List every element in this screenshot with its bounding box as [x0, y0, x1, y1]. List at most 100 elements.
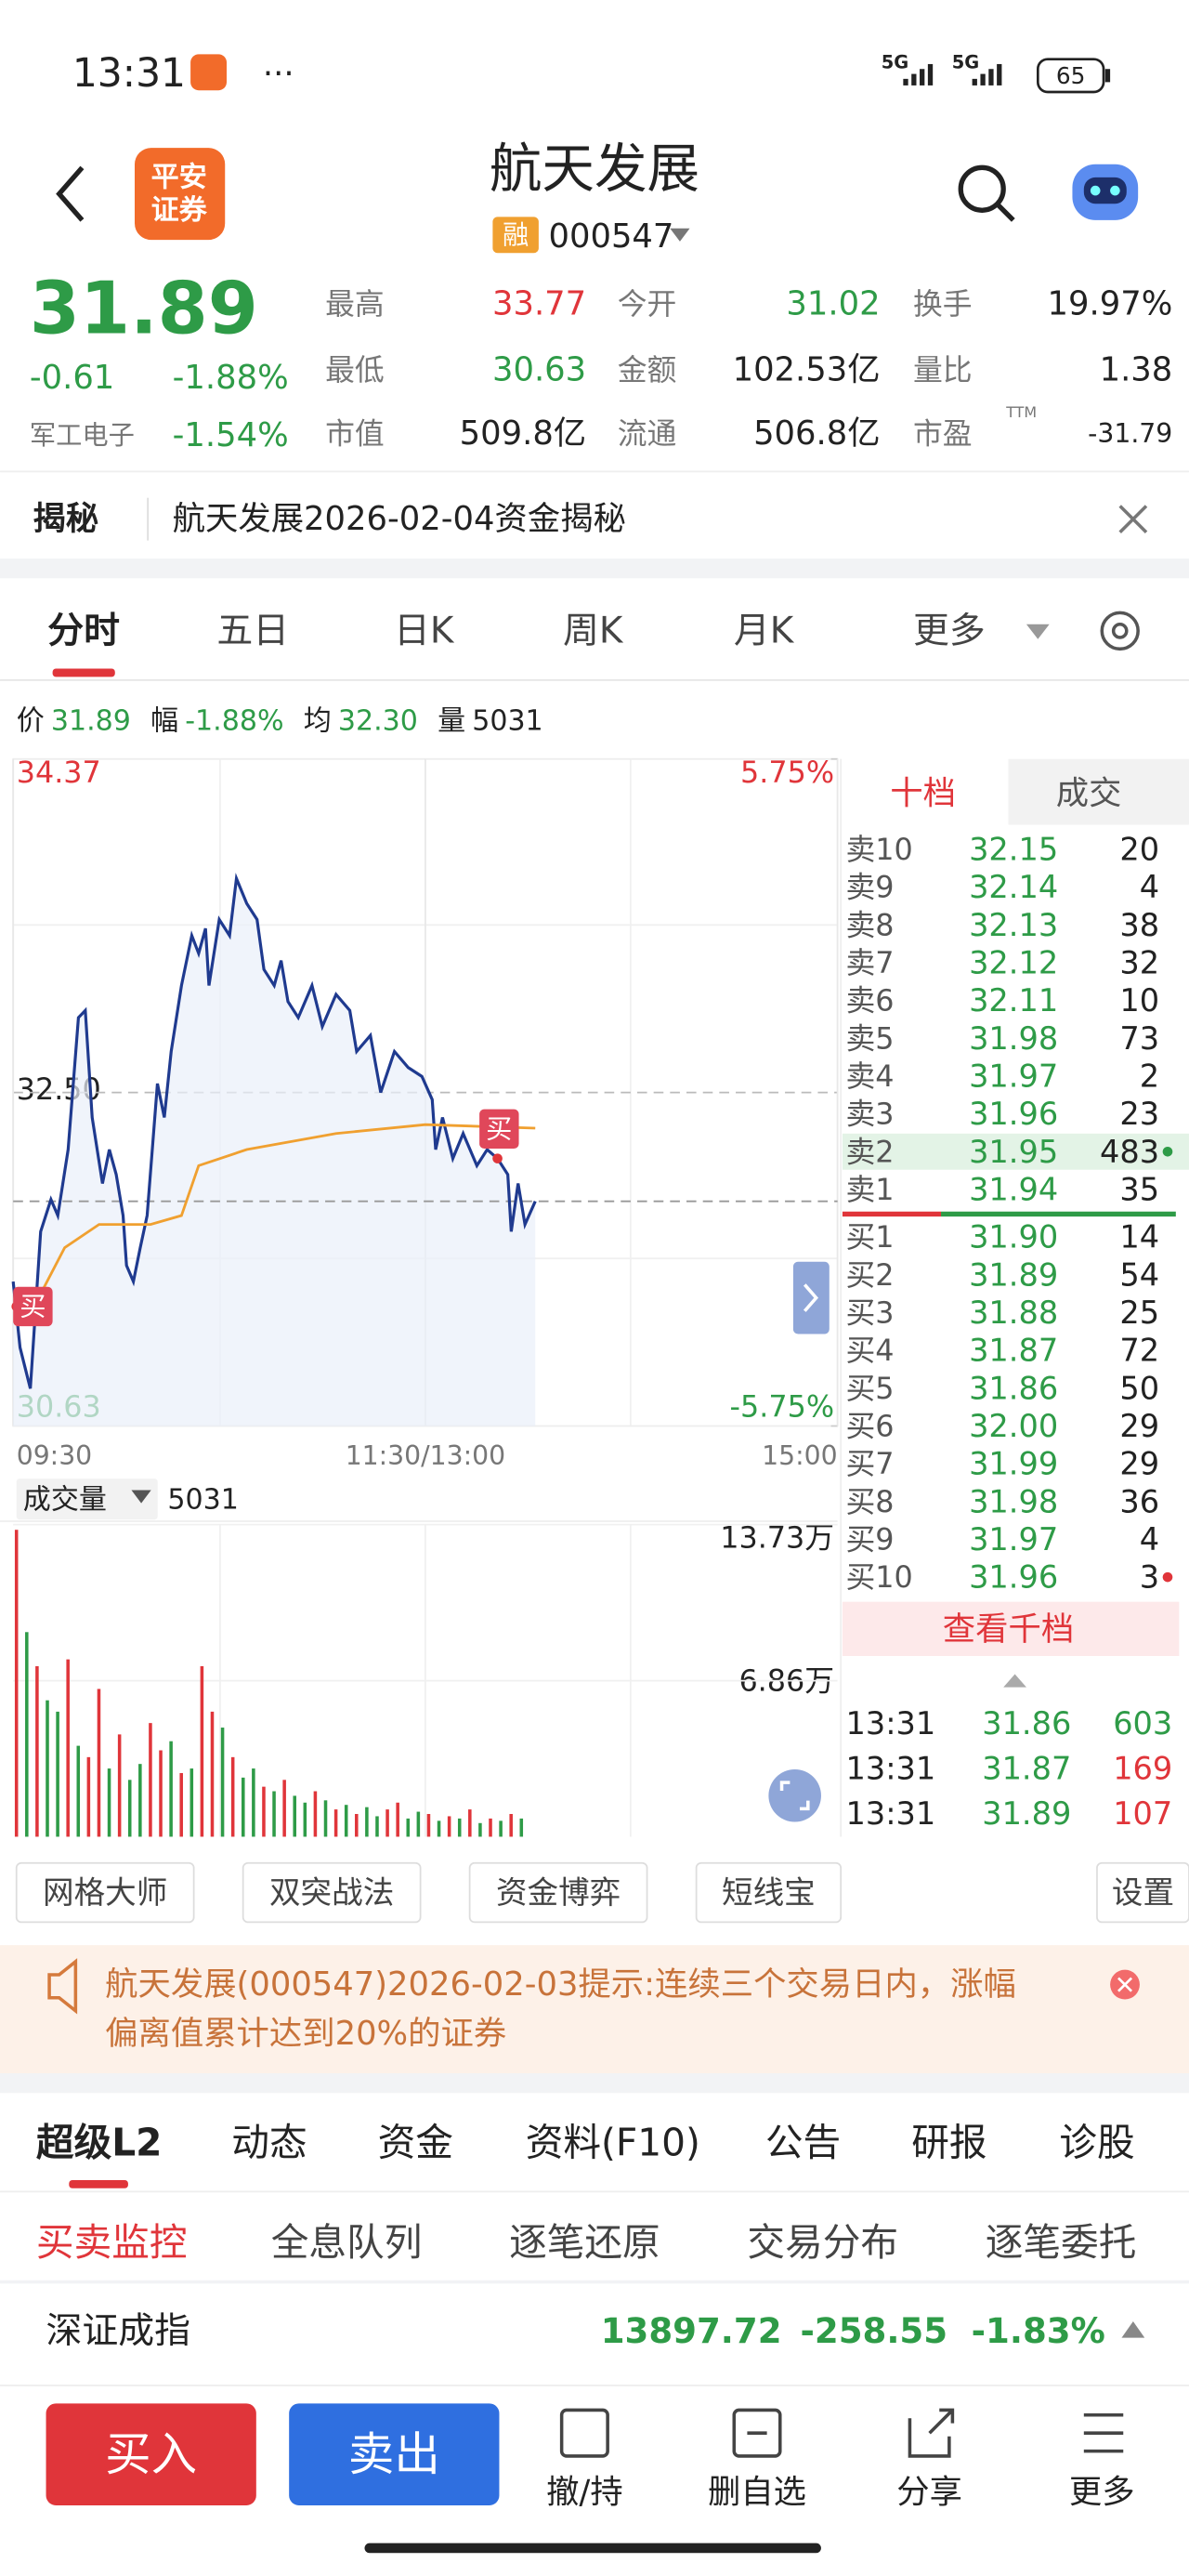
volume-bar [468, 1809, 472, 1837]
more-levels[interactable]: 查看千档 [943, 1610, 1074, 1649]
info-tab[interactable]: 资金 [378, 2120, 453, 2164]
volume-tick-label: 13.73万 [720, 1520, 834, 1556]
sub-tab[interactable]: 逐笔还原 [509, 2220, 660, 2265]
volume-bar [56, 1711, 59, 1837]
more-levels-button[interactable] [842, 1601, 1180, 1656]
sector-name: 军工电子 [30, 420, 135, 451]
info-tab[interactable]: 诊股 [1059, 2120, 1134, 2164]
book-level: 卖6 [845, 983, 894, 1019]
sector-change: -1.54% [173, 416, 289, 454]
volume-bar [149, 1723, 152, 1837]
action-label[interactable]: 删自选 [708, 2473, 806, 2511]
tool-button[interactable] [15, 1861, 195, 1924]
sub-tab[interactable]: 买卖监控 [36, 2220, 188, 2265]
tool-label: 资金博弈 [496, 1874, 621, 1911]
info-tab[interactable]: 公告 [765, 2120, 841, 2164]
info-tab[interactable]: 超级L2 [36, 2120, 163, 2164]
margin-tag: 融 [503, 219, 529, 250]
index-expand [1121, 2320, 1145, 2338]
book-price: 32.00 [969, 1408, 1058, 1444]
trade-qty: 169 [1113, 1751, 1172, 1787]
signal-bar [972, 78, 977, 85]
stat-label: 市盈 [913, 416, 973, 452]
close-reveal[interactable] [1118, 505, 1148, 534]
volume-bar [519, 1818, 524, 1837]
home-indicator [364, 2543, 821, 2554]
stock-name: 航天发展 [490, 138, 699, 200]
signal-bar [980, 73, 986, 85]
tool-button[interactable] [242, 1861, 422, 1924]
chart-tab[interactable]: 更多 [913, 610, 986, 651]
volume-bar [282, 1780, 286, 1837]
sub-tab[interactable]: 逐笔委托 [986, 2220, 1137, 2265]
battery [1036, 58, 1105, 94]
book-level: 买8 [845, 1484, 894, 1519]
tab-indicator [69, 2179, 128, 2188]
info-label: 幅 [150, 705, 178, 738]
assistant-eye [1110, 185, 1120, 196]
tool-button[interactable] [695, 1861, 843, 1924]
sell-button[interactable] [289, 2403, 500, 2505]
sub-tab[interactable]: 全息队列 [271, 2220, 423, 2265]
book-level: 买5 [845, 1371, 894, 1406]
volume-bar [97, 1689, 101, 1837]
action-label[interactable]: 更多 [1069, 2473, 1135, 2511]
book-qty: 29 [1119, 1408, 1159, 1444]
index-value: 13897.72 [601, 2311, 782, 2351]
trade-price: 31.89 [982, 1795, 1071, 1832]
book-price: 31.88 [969, 1295, 1058, 1331]
expand-chart[interactable] [768, 1768, 821, 1822]
trade-marker [13, 1286, 53, 1327]
stock-code: 000547 [549, 217, 674, 256]
volume-bar [478, 1822, 482, 1837]
index-change: -258.55 [800, 2311, 947, 2351]
signal-bar [988, 69, 994, 85]
trade-marker [479, 1109, 519, 1150]
volume-selector[interactable] [16, 1479, 158, 1520]
sub-tab[interactable]: 交易分布 [747, 2220, 898, 2265]
book-tab[interactable]: 成交 [1056, 774, 1122, 812]
tool-button[interactable] [468, 1861, 648, 1924]
price-change-pct: -1.88% [173, 359, 289, 397]
panel-toggle[interactable] [792, 1261, 830, 1334]
book-price: 31.97 [969, 1521, 1058, 1557]
buy-button[interactable] [46, 2403, 256, 2505]
info-tab[interactable]: 资料(F10) [526, 2120, 700, 2164]
trade-time: 13:31 [845, 1705, 935, 1741]
chart-settings[interactable] [1100, 611, 1140, 651]
search-button[interactable] [958, 164, 1006, 213]
book-price: 32.11 [969, 982, 1058, 1019]
book-tab[interactable]: 十档 [890, 774, 956, 812]
trade-time: 13:31 [845, 1751, 935, 1787]
row-dot [1162, 1146, 1173, 1157]
chart-tab[interactable]: 分时 [47, 610, 120, 651]
volume-bar [375, 1816, 379, 1837]
volume-dropdown [131, 1490, 151, 1504]
reveal-link[interactable]: 航天发展2026-02-04资金揭秘 [173, 500, 626, 538]
chart-tab[interactable]: 五日 [216, 610, 289, 651]
settings-label: 设置 [1112, 1874, 1174, 1911]
price-line [11, 873, 537, 1389]
volume-bar [159, 1750, 163, 1837]
price-area [13, 878, 536, 1426]
volume-bar [76, 1745, 81, 1837]
book-level: 卖5 [845, 1020, 894, 1056]
volume-bar [252, 1768, 255, 1837]
back-button[interactable] [56, 165, 85, 222]
chart-tab[interactable]: 日K [394, 610, 455, 651]
book-qty: 29 [1119, 1446, 1159, 1482]
chart-tab[interactable]: 月K [734, 610, 795, 651]
icon [732, 2408, 782, 2458]
book-price: 31.96 [969, 1096, 1058, 1132]
chart-tab[interactable]: 周K [563, 610, 624, 651]
volume-bar [333, 1809, 338, 1837]
action-label[interactable]: 分享 [896, 2473, 962, 2511]
action-label[interactable]: 撤/持 [546, 2473, 623, 2511]
volume-bar [365, 1807, 369, 1837]
info-tab[interactable]: 动态 [231, 2120, 307, 2164]
stat-label: 换手 [913, 286, 973, 322]
signal-bar [927, 63, 934, 85]
info-tab[interactable]: 研报 [911, 2120, 986, 2164]
book-qty: 10 [1119, 982, 1159, 1019]
